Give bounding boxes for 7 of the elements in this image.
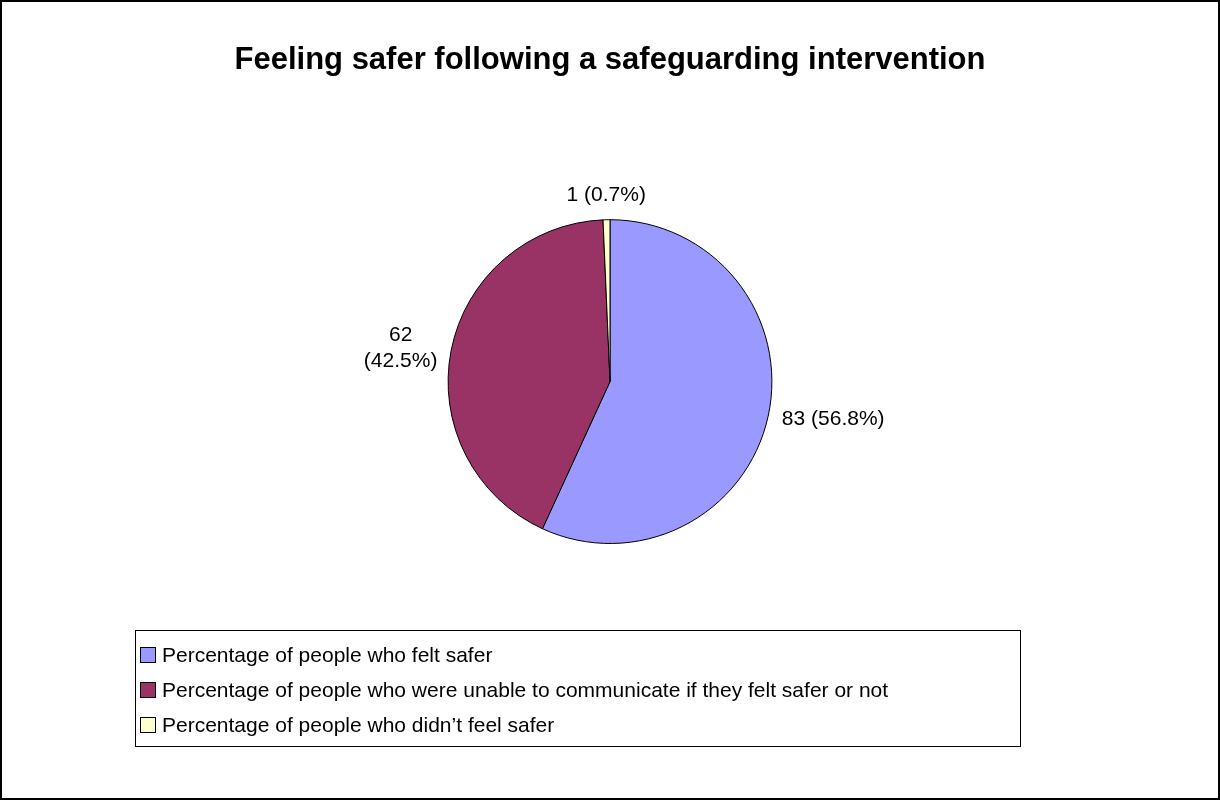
data-label: 1 (0.7%) [566, 182, 646, 206]
data-label: 62 (42.5%) [363, 321, 438, 371]
data-label: 83 (56.8%) [781, 405, 885, 429]
legend-label: Percentage of people who felt safer [162, 642, 493, 667]
chart-title: Feeling safer following a safeguarding intervention [234, 41, 986, 77]
legend-label: Percentage of people who were unable to communicate if they felt safer or not [162, 677, 889, 702]
legend-label: Percentage of people who didn’t feel safer [162, 712, 555, 737]
